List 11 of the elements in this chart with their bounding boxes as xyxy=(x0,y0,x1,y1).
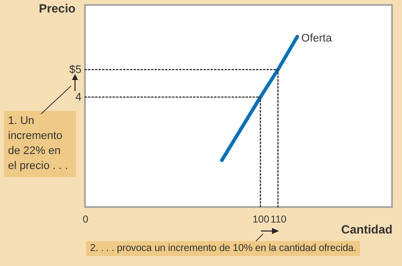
y-tick-label: $5 xyxy=(69,64,82,76)
x-tick-label: 100 xyxy=(252,214,270,226)
x-tick-label: 110 xyxy=(270,214,287,226)
series-label: Oferta xyxy=(301,32,333,45)
x-tick-label: 0 xyxy=(82,214,89,226)
line-series xyxy=(220,34,300,162)
y-axis-title: Precio xyxy=(38,2,76,16)
text: 1. Un incremento de 22% en el precio . . . xyxy=(4,111,76,177)
text: 2. . . . provoca un incremento de 10% en la cantidad ofrecida. xyxy=(86,241,360,256)
y-tick-label: 4 xyxy=(75,92,82,104)
x-axis-title: Cantidad xyxy=(341,222,392,236)
